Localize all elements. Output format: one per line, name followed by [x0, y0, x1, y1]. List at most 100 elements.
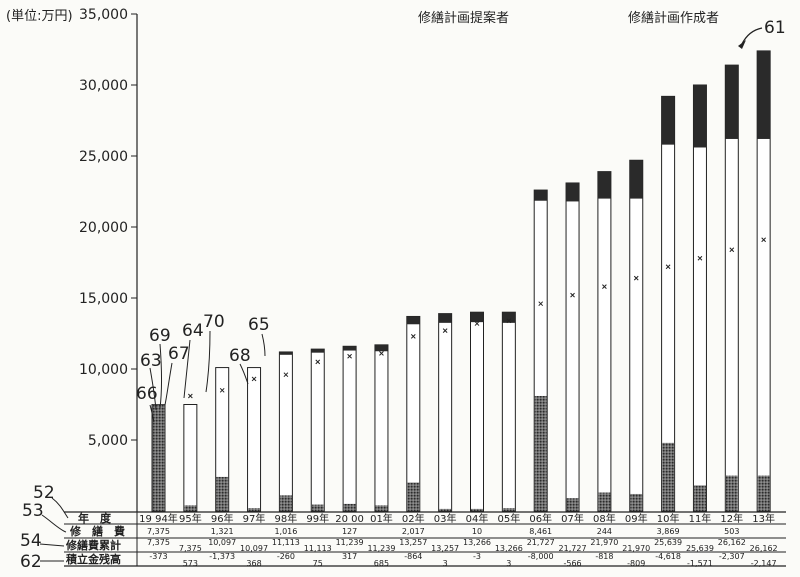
reserve-marker [633, 275, 639, 281]
ref-65: 65 [248, 315, 270, 335]
cost-cell: 7,375 [147, 527, 170, 536]
year-cell: 08年 [593, 512, 616, 525]
cumulative-cell: 11,113 [304, 544, 332, 553]
reserve-marker [474, 321, 480, 326]
y-tick-label: 35,000 [79, 7, 128, 23]
balance-cell: 3 [443, 559, 448, 568]
reserve-marker [187, 393, 193, 399]
row-label-year: 年 度 [78, 511, 112, 525]
cumulative-cell: 21,970 [590, 538, 618, 547]
year-cell: 07年 [561, 512, 584, 525]
leader-67 [164, 362, 173, 406]
year-cell: 12年 [720, 512, 743, 525]
bar-repair-fill [725, 475, 738, 511]
bar-repair-fill [662, 442, 675, 511]
reserve-marker [442, 328, 448, 334]
bar-repair-fill [248, 508, 261, 511]
balance-cell: -864 [404, 552, 422, 561]
year-cell: 97年 [243, 512, 266, 525]
bar-cap [343, 346, 357, 351]
cost-cell: 1,321 [211, 527, 234, 536]
reserve-marker [570, 292, 575, 298]
cumulative-cell: 11,113 [272, 538, 300, 547]
bar-repair-fill [693, 485, 706, 511]
balance-cell: -1,373 [209, 552, 235, 561]
balance-cell: -8,000 [528, 552, 554, 561]
cost-cell: 8,461 [529, 527, 552, 536]
cumulative-cell: 21,970 [622, 544, 650, 553]
year-cell: 20 00 [335, 514, 364, 525]
bar-cap [566, 182, 580, 202]
cumulative-cell: 10,097 [240, 544, 268, 553]
balance-cell: -2,147 [751, 559, 777, 568]
balance-cell: -2,307 [719, 552, 745, 561]
y-tick-label: 20,000 [79, 220, 128, 236]
leader-68 [239, 363, 249, 385]
balance-cell: -3 [473, 552, 481, 561]
bar [565, 182, 580, 512]
ref-64: 64 [182, 321, 204, 341]
cumulative-cell: 11,239 [367, 544, 395, 553]
cost-cell: 3,869 [657, 527, 680, 536]
y-tick-group: 5,000 10,000 15,000 20,000 25,000 30,000 35,00… [79, 7, 137, 449]
cumulative-cell: 13,257 [399, 538, 427, 547]
leader-64 [183, 339, 191, 399]
bar-cap [597, 171, 611, 199]
bar-repair-fill [471, 508, 483, 511]
y-tick-label: 25,000 [79, 149, 128, 165]
bar-cap [629, 160, 643, 199]
bar-cap [693, 85, 707, 148]
ref-62: 62 [20, 552, 42, 572]
bar-group [151, 50, 771, 512]
data-table: 年 度 修 繕 費 修繕費累計 積立金残高 19 94年 7,375 7,375 -3… [20, 483, 786, 572]
callouts: 63 69 66 67 64 70 68 65 [136, 312, 270, 423]
y-tick-label: 15,000 [79, 291, 128, 307]
ref-53: 53 [22, 501, 44, 521]
ref-63: 63 [140, 351, 162, 371]
reserve-marker [729, 247, 735, 253]
cumulative-cell: 13,266 [463, 538, 491, 547]
bar [247, 367, 262, 512]
cost-cell: 503 [724, 527, 739, 536]
cumulative-cell: 13,257 [431, 544, 459, 553]
y-tick-label: 10,000 [79, 362, 128, 378]
leader-52 [51, 497, 69, 519]
year-cell: 19 94年 [139, 512, 178, 525]
reserve-marker [347, 353, 352, 359]
reserve-marker [665, 264, 671, 270]
ref-52: 52 [33, 483, 55, 503]
bar [406, 315, 421, 512]
ref-66: 66 [136, 384, 158, 404]
balance-cell: 317 [342, 552, 357, 561]
y-tick-label: 5,000 [88, 433, 128, 449]
bar-repair-fill [566, 498, 579, 511]
cost-cell: 244 [597, 527, 612, 536]
balance-cell: 368 [246, 559, 261, 568]
reserve-marker [410, 333, 416, 339]
bar-repair-fill [216, 476, 229, 511]
reserve-marker [219, 387, 225, 393]
cumulative-cell: 13,266 [495, 544, 523, 553]
balance-cell: 75 [313, 559, 323, 568]
year-cell: 04年 [466, 512, 489, 525]
bar-cap [311, 349, 325, 353]
table-cells: 19 94年 7,375 7,375 -373 95年 7,375 573 96年 1,321 1… [139, 512, 777, 568]
cost-cell: 1,016 [274, 527, 297, 536]
bar [310, 348, 325, 512]
balance-cell: 685 [374, 559, 389, 568]
unit-label: (単位:万円) [6, 8, 73, 24]
leader-53 [41, 514, 67, 533]
cumulative-cell: 7,375 [147, 538, 170, 547]
balance-cell: -818 [595, 552, 613, 561]
balance-cell: -566 [563, 559, 581, 568]
balance-cell: -1,571 [687, 559, 713, 568]
ref-69: 69 [149, 326, 171, 346]
leader-70 [205, 330, 211, 393]
cost-cell: 2,017 [402, 527, 425, 536]
row-label-balance: 積立金残高 [65, 552, 121, 566]
arrow-61-head [738, 40, 746, 49]
bar-cap [438, 313, 452, 323]
cumulative-cell: 11,239 [336, 538, 364, 547]
arrow-61 [741, 27, 763, 45]
bar [374, 344, 389, 512]
